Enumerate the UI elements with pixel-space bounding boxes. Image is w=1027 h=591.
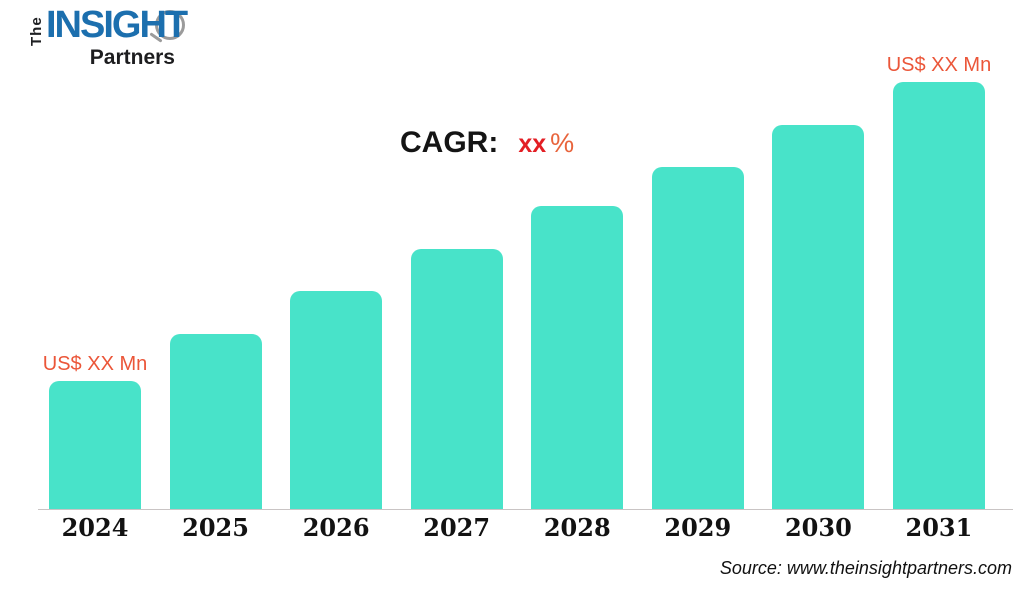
bar-2028	[531, 206, 624, 509]
x-tick-label: 2024	[61, 513, 129, 542]
bar-column: US$ XX Mn	[43, 353, 147, 509]
bar-chart: US$ XX Mn US$ XX Mn	[43, 54, 991, 509]
x-tick-label: 2025	[182, 513, 249, 542]
bar-value-label: US$ XX Mn	[42, 353, 148, 375]
logo-insight-text: INSIGHT	[46, 4, 188, 46]
bar-2030	[772, 125, 865, 509]
cagr-percent-sign: %	[550, 128, 575, 158]
bar-2026	[290, 291, 383, 509]
bar-column	[169, 334, 262, 509]
insight-partners-logo: The INSIGHT Partners	[28, 6, 188, 78]
bar-2027	[410, 249, 503, 509]
logo-the-text: The	[28, 16, 45, 46]
x-tick-label: 2029	[664, 513, 732, 542]
x-axis-labels: 2024 2025 2026 2027 2028 2029 2030 2031	[49, 513, 985, 542]
source-attribution: Source: www.theinsightpartners.com	[719, 558, 1012, 578]
bar-2025	[169, 334, 262, 509]
bar-value-label: US$ XX Mn	[886, 54, 992, 76]
x-tick-label: 2026	[302, 513, 370, 542]
magnifier-icon	[155, 10, 185, 40]
bar-column	[290, 291, 383, 509]
cagr-value: xx	[518, 130, 547, 158]
bar-2029	[651, 167, 744, 509]
cagr-callout: CAGR: xx %	[400, 126, 574, 160]
x-tick-label: 2028	[543, 513, 611, 542]
bar-2031	[892, 82, 985, 509]
x-axis-line	[38, 509, 1013, 510]
x-tick-label: 2027	[423, 513, 491, 542]
bar-column	[651, 167, 744, 509]
bar-column	[410, 249, 503, 509]
bar-2024	[49, 381, 141, 509]
bar-column	[531, 206, 624, 509]
logo-partners-text: Partners	[89, 46, 175, 69]
bar-column: US$ XX Mn	[887, 54, 991, 509]
cagr-label: CAGR:	[400, 126, 499, 159]
x-tick-label: 2030	[784, 513, 852, 542]
x-tick-label: 2031	[905, 513, 973, 542]
bar-column	[772, 125, 865, 509]
